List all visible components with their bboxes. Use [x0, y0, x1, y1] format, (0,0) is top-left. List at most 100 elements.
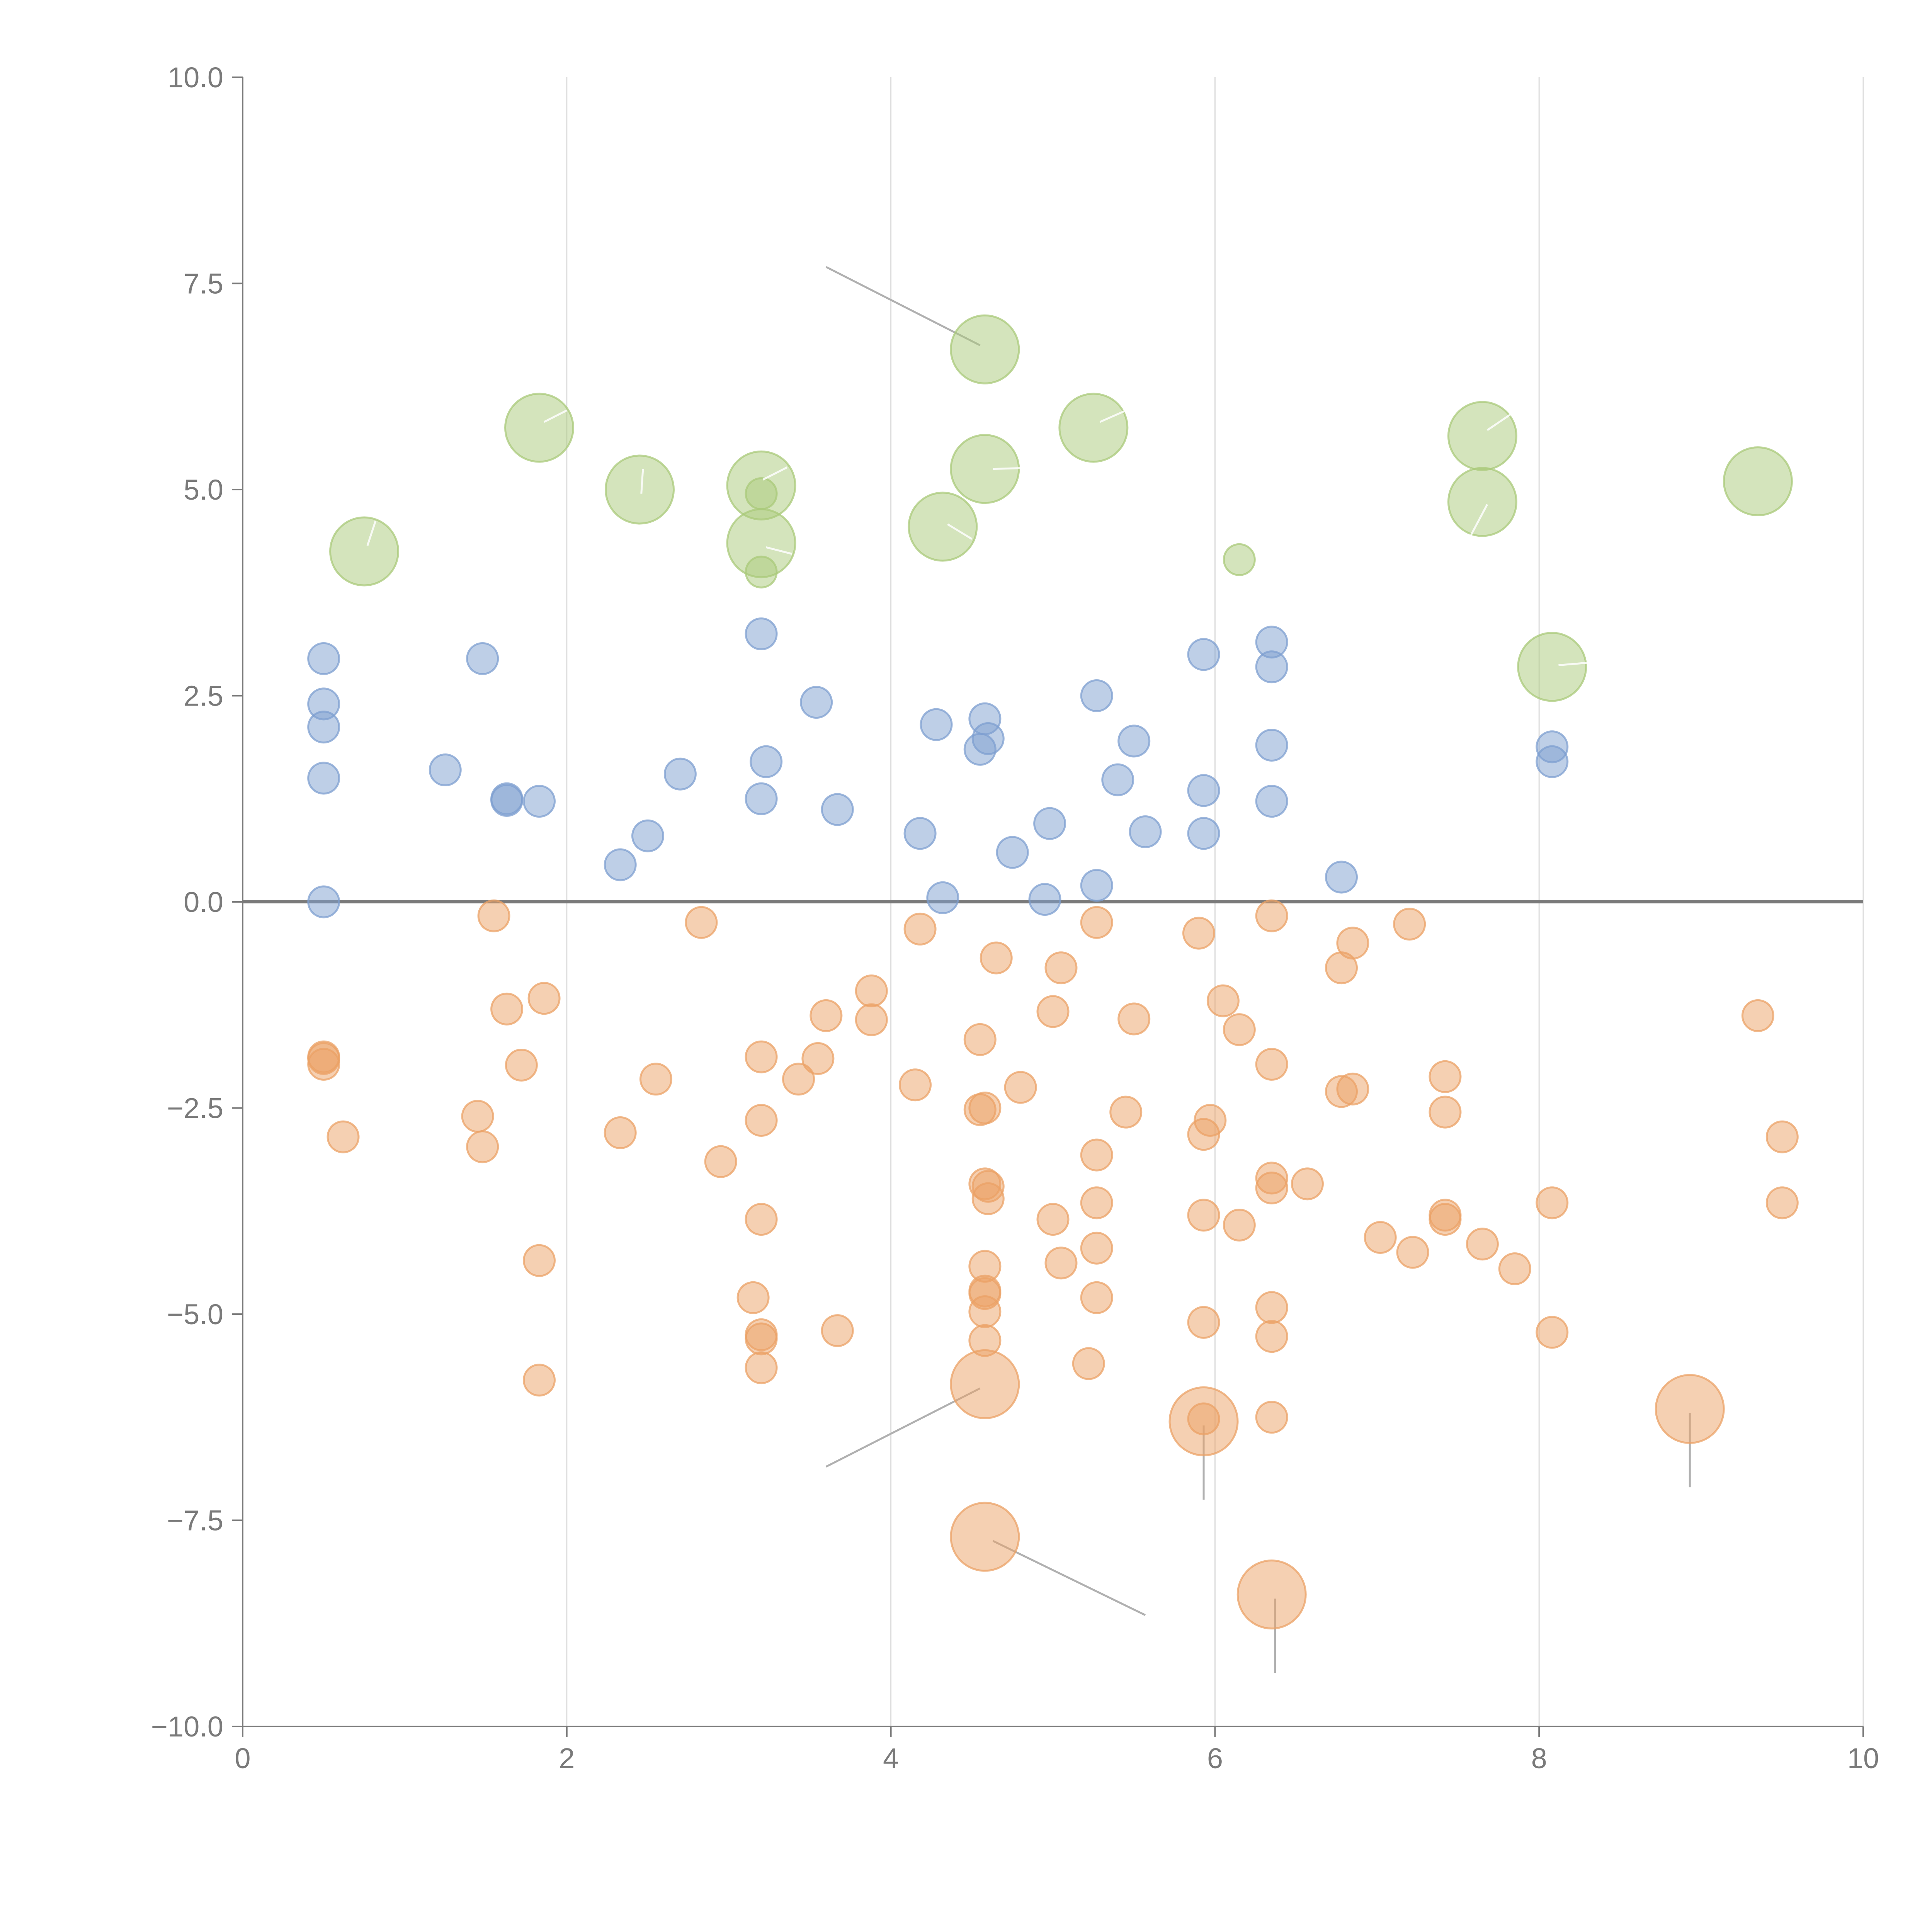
green-point — [1723, 446, 1793, 517]
orange-point — [1080, 1231, 1113, 1265]
label-tick — [1558, 662, 1588, 667]
blue-point — [920, 708, 953, 741]
orange-point — [307, 1048, 340, 1081]
orange-point — [1236, 1560, 1307, 1630]
orange-point — [1336, 1072, 1369, 1105]
blue-point — [631, 819, 664, 852]
orange-point — [1187, 1306, 1220, 1339]
label-tick — [1099, 410, 1125, 423]
y-tick-label: −2.5 — [167, 1092, 223, 1124]
orange-point — [1255, 899, 1288, 932]
orange-point — [855, 1003, 888, 1036]
orange-point — [1255, 1401, 1288, 1434]
blue-point — [821, 793, 854, 826]
x-tick-label: 10 — [1847, 1742, 1879, 1774]
orange-point — [821, 1314, 854, 1347]
orange-point — [1255, 1320, 1288, 1353]
green-point — [908, 492, 978, 562]
orange-point — [1255, 1048, 1288, 1081]
orange-point — [1080, 906, 1113, 939]
blue-point — [1255, 650, 1288, 684]
orange-point — [1080, 1186, 1113, 1219]
orange-point — [1187, 1199, 1220, 1232]
blue-point — [663, 757, 697, 791]
blue-point — [1187, 817, 1220, 850]
blue-point — [1080, 679, 1113, 712]
label-tick — [366, 520, 377, 546]
blue-point — [1117, 724, 1151, 758]
orange-point — [971, 1182, 1005, 1215]
blue-point — [1129, 815, 1162, 849]
orange-point — [950, 1502, 1020, 1572]
leader-line — [825, 266, 981, 346]
green-point — [504, 393, 575, 463]
orange-point — [968, 1092, 1002, 1124]
blue-point — [963, 733, 997, 766]
orange-point — [1044, 951, 1078, 985]
orange-point — [1072, 1347, 1105, 1380]
label-tick — [640, 469, 644, 494]
blue-point — [926, 881, 959, 914]
green-point — [1447, 401, 1517, 471]
label-tick — [947, 523, 973, 540]
orange-point — [980, 941, 1013, 975]
orange-point — [1080, 1138, 1113, 1172]
orange-point — [736, 1281, 770, 1314]
orange-point — [782, 1063, 815, 1096]
blue-point — [1187, 638, 1220, 671]
orange-point — [1429, 1060, 1462, 1093]
leader-line — [992, 1540, 1146, 1616]
orange-point — [1109, 1095, 1143, 1129]
orange-point — [685, 906, 718, 939]
y-tick-label: −7.5 — [167, 1505, 223, 1537]
orange-point — [950, 1349, 1020, 1419]
label-tick — [1470, 504, 1488, 536]
orange-point — [899, 1068, 932, 1102]
orange-point — [1429, 1095, 1462, 1129]
green-point — [1447, 467, 1517, 537]
green-point — [1517, 632, 1587, 702]
blue-point — [307, 711, 340, 744]
green-point — [1058, 393, 1129, 463]
orange-point — [1036, 1203, 1070, 1236]
blue-point — [523, 785, 556, 818]
orange-point — [1536, 1186, 1569, 1219]
y-tick-label: −5.0 — [167, 1298, 223, 1330]
green-point — [745, 477, 778, 510]
blue-point — [307, 642, 340, 675]
orange-point — [461, 1100, 494, 1133]
orange-point — [1223, 1013, 1256, 1046]
x-tick-label: 8 — [1531, 1742, 1547, 1774]
green-point — [745, 555, 778, 588]
y-tick-label: 0.0 — [184, 886, 223, 918]
orange-point — [745, 1322, 778, 1355]
label-tick — [762, 466, 788, 481]
x-axis-ticks: 0 2 4 6 8 10 — [235, 1726, 1879, 1774]
y-tick-label: 10.0 — [168, 61, 223, 94]
blue-point — [1255, 785, 1288, 818]
orange-point — [1765, 1120, 1799, 1153]
orange-point — [1223, 1209, 1256, 1242]
blue-point — [1101, 763, 1134, 796]
blue-point — [1080, 869, 1113, 902]
y-tick-label: 7.5 — [184, 268, 223, 300]
orange-point — [1655, 1374, 1725, 1444]
orange-point — [1255, 1171, 1288, 1204]
green-point — [605, 454, 675, 525]
blue-point — [429, 753, 462, 787]
orange-point — [745, 1104, 778, 1137]
y-axis-ticks: 10.0 7.5 5.0 2.5 0.0 −2.5 −5.0 −7.5 −10.0 — [151, 61, 243, 1743]
orange-point — [968, 1295, 1002, 1328]
x-tick-label: 0 — [235, 1742, 250, 1774]
blue-point — [745, 617, 778, 650]
blue-point — [466, 642, 499, 675]
blue-point — [750, 745, 783, 778]
green-point — [1223, 543, 1256, 576]
blue-point — [490, 784, 524, 817]
orange-point — [1536, 1316, 1569, 1349]
orange-point — [1187, 1402, 1220, 1435]
y-tick-label: −10.0 — [151, 1711, 223, 1743]
orange-point — [1364, 1221, 1397, 1254]
label-tick — [1486, 413, 1512, 431]
